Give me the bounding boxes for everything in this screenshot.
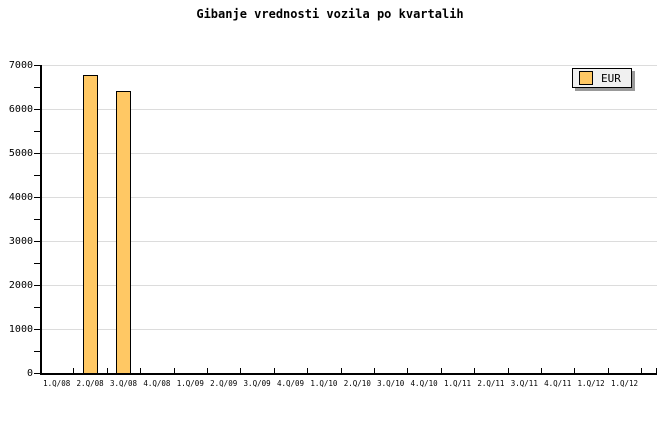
gridline bbox=[40, 284, 657, 286]
y-axis-tick-label: 5000 bbox=[8, 147, 33, 159]
y-axis-tick bbox=[34, 350, 40, 352]
x-axis-tick-label: 1.Q/10 bbox=[310, 379, 338, 388]
y-axis-tick-label: 3000 bbox=[8, 235, 33, 247]
legend-swatch-icon bbox=[579, 71, 593, 85]
y-axis-tick-label: 7000 bbox=[8, 59, 33, 71]
y-axis-tick bbox=[34, 328, 40, 330]
x-axis-tick bbox=[340, 368, 342, 373]
x-axis-tick bbox=[474, 368, 476, 373]
x-axis-tick bbox=[240, 368, 242, 373]
x-axis-tick bbox=[273, 368, 275, 373]
y-axis-tick bbox=[34, 306, 40, 308]
y-axis-tick-label: 4000 bbox=[8, 191, 33, 203]
x-axis-tick-label: 1.Q/08 bbox=[43, 379, 71, 388]
x-axis-tick bbox=[507, 368, 509, 373]
x-axis-tick bbox=[607, 368, 609, 373]
x-axis-tick bbox=[40, 368, 41, 373]
y-axis-tick bbox=[34, 373, 40, 374]
x-axis-tick-label: 4.Q/09 bbox=[276, 379, 305, 388]
x-axis-tick-label: 2.Q/08 bbox=[76, 379, 104, 388]
y-axis-tick bbox=[34, 240, 40, 242]
x-axis-tick bbox=[541, 368, 542, 373]
y-axis-tick-label: 6000 bbox=[8, 103, 33, 115]
y-axis-tick bbox=[34, 174, 40, 176]
y-axis-tick bbox=[34, 196, 40, 198]
x-axis-tick bbox=[73, 368, 75, 373]
x-axis-tick-label: 3.Q/11 bbox=[510, 379, 538, 388]
bar bbox=[116, 90, 131, 375]
x-axis-tick bbox=[140, 368, 142, 373]
x-axis-tick-label: 4.Q/10 bbox=[410, 379, 438, 388]
x-axis-tick bbox=[106, 368, 108, 373]
y-axis-tick bbox=[34, 152, 40, 154]
y-axis-tick bbox=[34, 108, 40, 110]
x-axis-tick bbox=[440, 368, 442, 373]
x-axis-tick-label: 3.Q/09 bbox=[243, 379, 271, 388]
x-axis-tick-label: 1.Q/12 bbox=[577, 379, 605, 388]
x-axis-tick-label: 1.Q/11 bbox=[443, 379, 472, 388]
gridline bbox=[40, 108, 657, 110]
gridline bbox=[40, 240, 657, 242]
chart-title: Gibanje vrednosti vozila po kvartalih bbox=[196, 7, 464, 21]
y-axis-tick bbox=[34, 64, 40, 66]
gridline bbox=[40, 64, 657, 66]
x-axis-tick bbox=[641, 368, 643, 373]
y-axis-tick bbox=[34, 86, 40, 88]
y-axis-tick bbox=[34, 218, 40, 220]
x-axis-line bbox=[40, 373, 657, 375]
x-axis-tick-label: 2.Q/10 bbox=[343, 379, 371, 388]
x-axis-tick-label: 4.Q/08 bbox=[143, 379, 171, 388]
gridline bbox=[40, 196, 657, 198]
x-axis-tick bbox=[173, 368, 175, 373]
x-axis-tick-label: 4.Q/11 bbox=[544, 379, 572, 388]
y-axis-tick bbox=[34, 130, 40, 132]
x-axis-tick-label: 1.Q/09 bbox=[176, 379, 204, 388]
legend-series-label: EUR bbox=[601, 71, 621, 85]
x-axis-tick bbox=[574, 368, 576, 373]
y-axis-tick-label: 2000 bbox=[8, 279, 33, 291]
x-axis-end-tick bbox=[656, 368, 657, 373]
gridline bbox=[40, 152, 657, 154]
bar bbox=[82, 74, 98, 375]
y-axis-tick-label: 1000 bbox=[8, 323, 33, 335]
y-axis-line bbox=[40, 64, 42, 375]
x-axis-tick bbox=[307, 368, 309, 373]
legend: EUR bbox=[572, 68, 632, 88]
x-axis-tick bbox=[207, 368, 208, 373]
x-axis-tick-label: 3.Q/10 bbox=[377, 379, 405, 388]
x-axis-tick bbox=[374, 368, 375, 373]
x-axis-tick-label: 3.Q/08 bbox=[109, 379, 138, 388]
y-axis-tick-label: 0 bbox=[26, 368, 33, 379]
x-axis-tick-label: 1.Q/12 bbox=[610, 379, 639, 388]
x-axis-tick-label: 2.Q/11 bbox=[477, 379, 505, 388]
y-axis-tick bbox=[34, 262, 40, 264]
x-axis-tick bbox=[407, 368, 409, 373]
x-axis-tick-label: 2.Q/09 bbox=[210, 379, 238, 388]
gridline bbox=[40, 328, 657, 330]
y-axis-tick bbox=[34, 284, 40, 286]
